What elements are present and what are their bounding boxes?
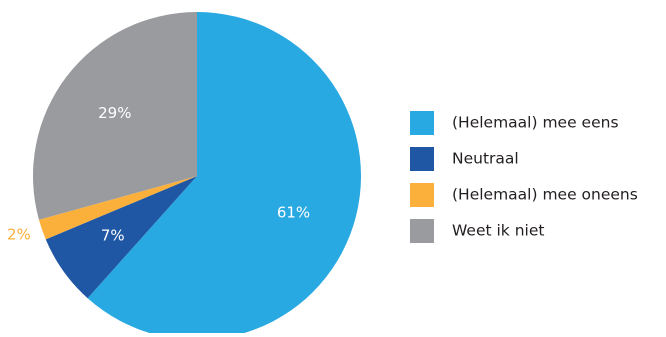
slice-label-mee-oneens: 2% bbox=[7, 225, 31, 243]
legend-swatch-mee-oneens bbox=[410, 183, 434, 207]
pie-slice-weet-ik-niet bbox=[33, 12, 197, 220]
legend-swatch-mee-eens bbox=[410, 111, 434, 135]
legend: (Helemaal) mee eens Neutraal (Helemaal) me… bbox=[410, 111, 638, 243]
pie-slice-labels: 61% 7% 2% 29% bbox=[7, 104, 310, 244]
pie-slice-mee-oneens bbox=[38, 176, 198, 240]
pie-slice-mee-eens bbox=[87, 12, 361, 337]
legend-label-neutraal: Neutraal bbox=[452, 150, 519, 168]
pie-slice-neutraal bbox=[45, 176, 198, 299]
legend-swatch-weet-ik-niet bbox=[410, 219, 434, 243]
slice-label-mee-eens: 61% bbox=[277, 203, 310, 221]
slice-label-weet-ik-niet: 29% bbox=[98, 104, 131, 122]
legend-swatch-neutraal bbox=[410, 147, 434, 171]
pie-slices bbox=[33, 12, 361, 337]
legend-label-mee-oneens: (Helemaal) mee oneens bbox=[452, 186, 638, 204]
legend-label-weet-ik-niet: Weet ik niet bbox=[452, 222, 544, 240]
legend-label-mee-eens: (Helemaal) mee eens bbox=[452, 114, 619, 132]
slice-label-neutraal: 7% bbox=[101, 226, 125, 244]
